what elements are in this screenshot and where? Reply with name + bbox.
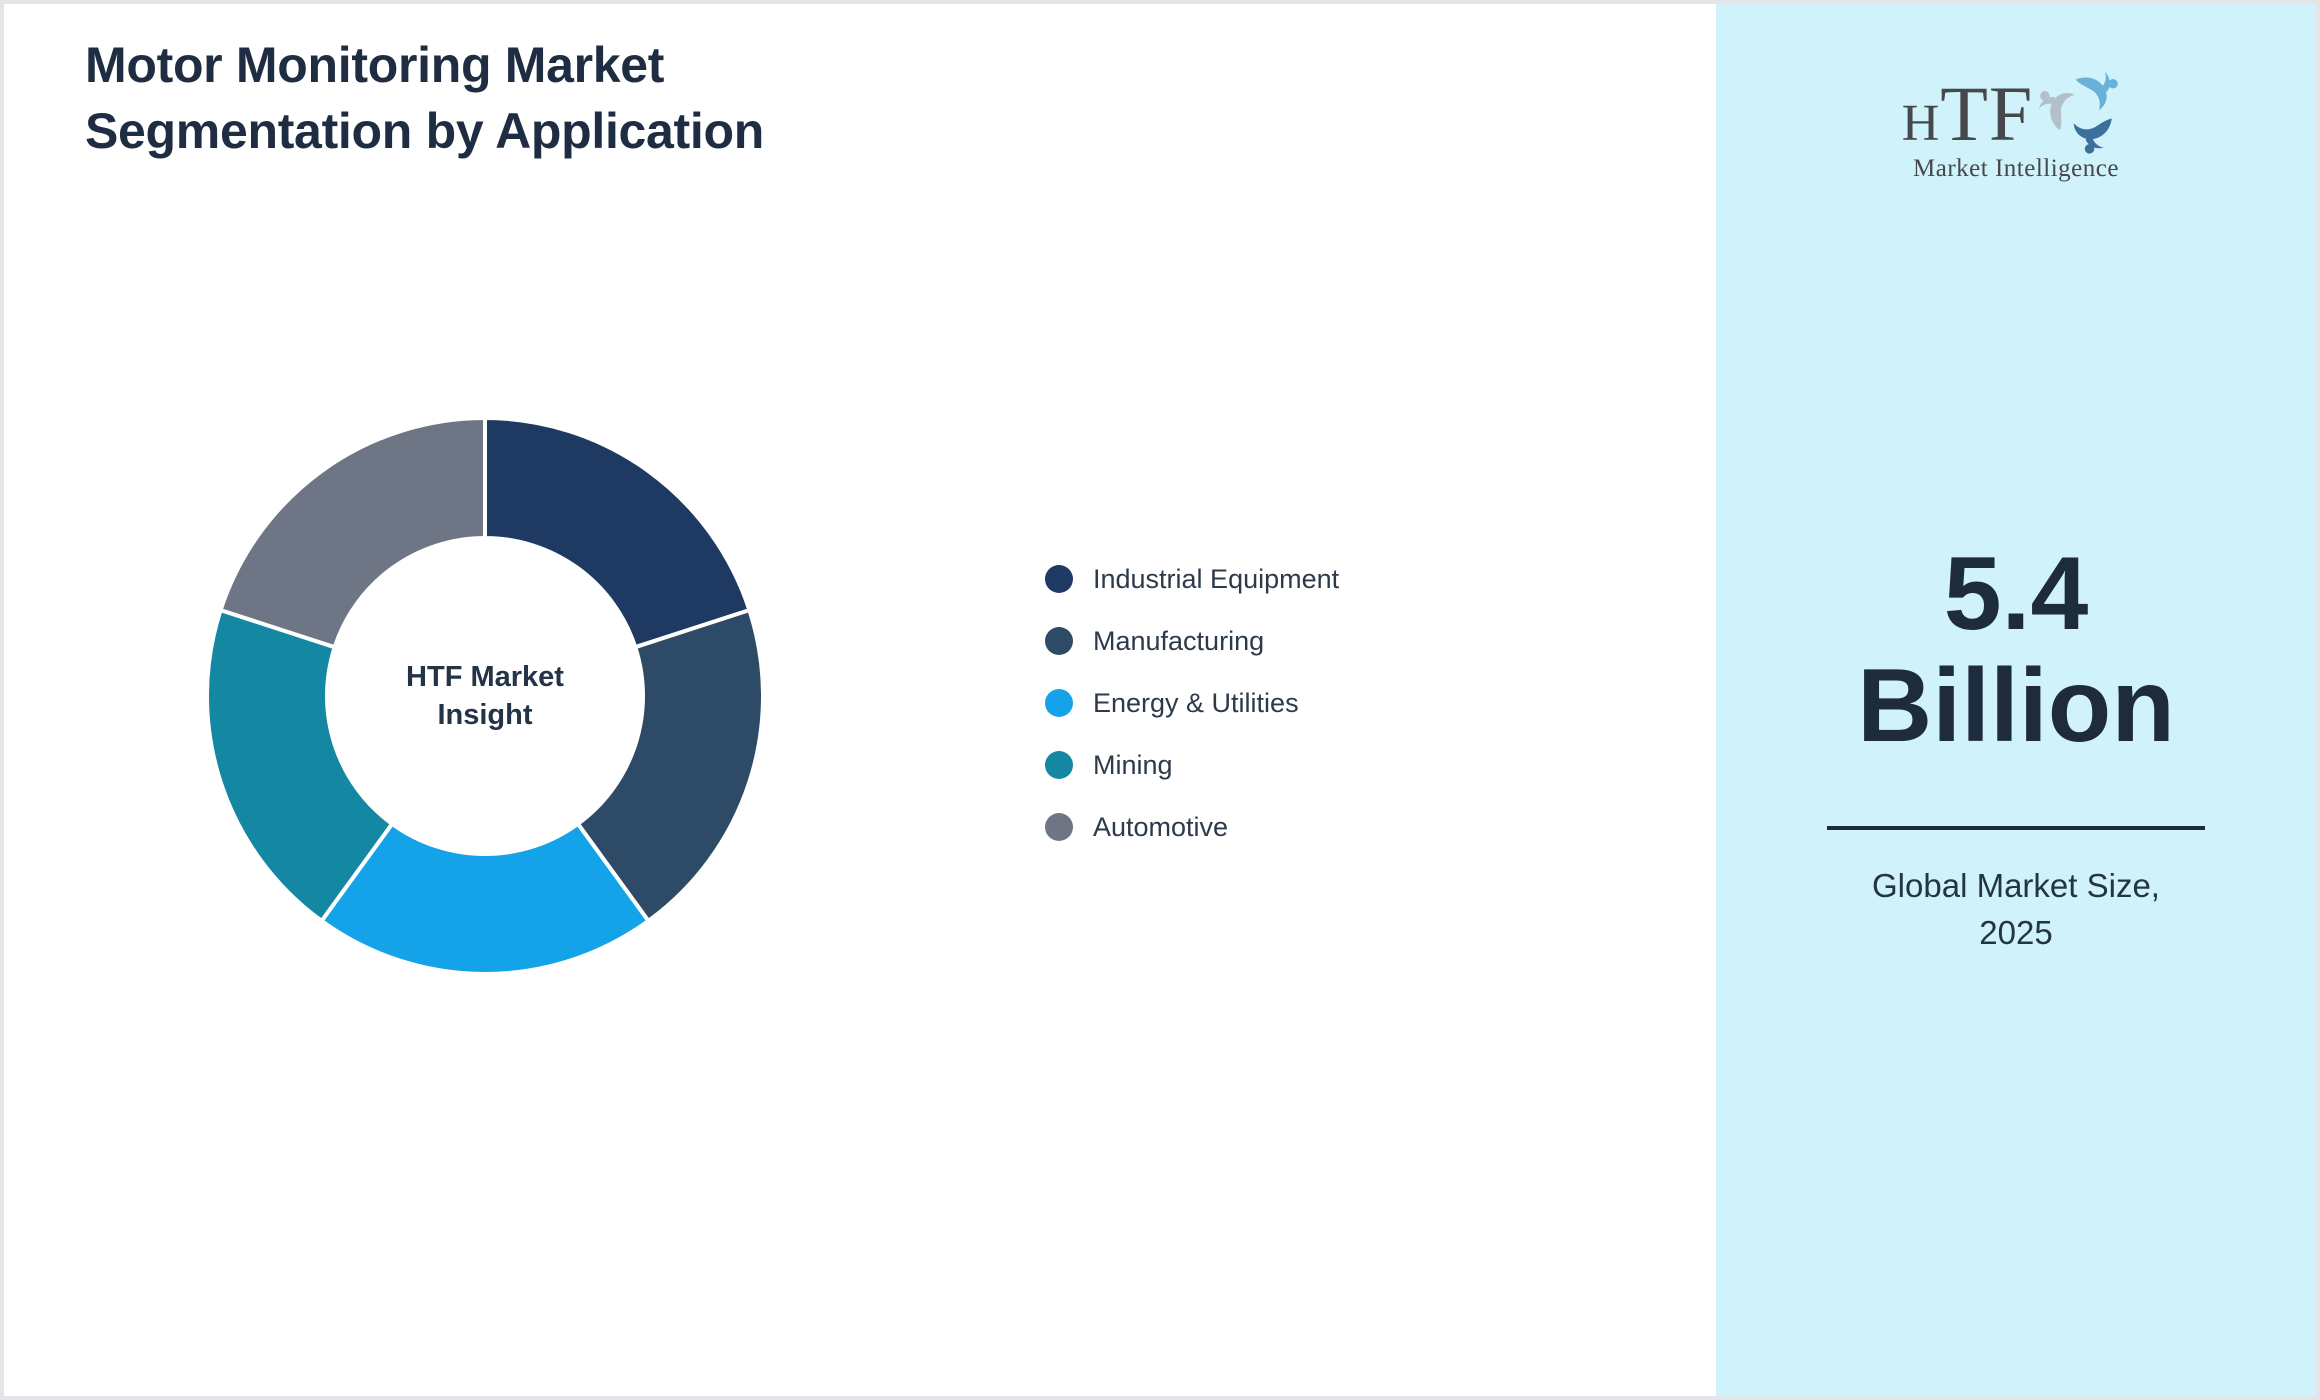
htf-logo-subtext: Market Intelligence [1913,155,2119,182]
market-size-unit: Billion [1857,648,2175,764]
sidebar-divider [1827,826,2205,830]
donut-center-label: HTF Market Insight [195,406,775,986]
market-size-caption-line2: 2025 [1979,914,2053,951]
infographic-page: Motor Monitoring Market Segmentation by … [4,4,2316,1396]
legend-label: Mining [1093,749,1173,780]
htf-logo-letters-tf: TF [1940,70,2034,157]
legend-dot-icon [1045,627,1073,655]
legend-label: Manufacturing [1093,625,1265,656]
legend-label: Energy & Utilities [1093,687,1299,718]
htf-logo-letter-h: H [1901,95,1941,152]
legend-label: Automotive [1093,811,1229,842]
htf-logo-row: HTF [1902,62,2131,154]
legend-dot-icon [1045,751,1073,779]
market-size-caption-line1: Global Market Size, [1872,867,2160,904]
legend-item-automotive: Automotive [1045,811,1339,842]
legend-dot-icon [1045,689,1073,717]
donut-segment-1 [575,607,765,924]
legend-item-manufacturing: Manufacturing [1045,625,1339,656]
legend-item-industrial-equipment: Industrial Equipment [1045,563,1340,594]
htf-logo: HTF [1716,62,2316,183]
donut-segment-0 [483,415,752,650]
legend-item-energy-utilities: Energy & Utilities [1045,687,1339,718]
dolphin-swirl-icon [2039,72,2119,154]
donut-center-label-line2: Insight [437,699,533,731]
sidebar: HTF [1716,4,2316,1396]
market-size-caption: Global Market Size, 2025 [1716,862,2316,956]
htf-logo-text: HTF [1902,75,2034,153]
page-title: Motor Monitoring Market Segmentation by … [85,32,764,164]
donut-center-label-line1: HTF Market [406,661,564,693]
legend-dot-icon [1045,813,1073,841]
donut-segment-3 [205,607,395,924]
page-title-line1: Motor Monitoring Market [85,37,665,93]
market-size-number: 5.4 [1943,536,2089,652]
market-size-value: 5.4 Billion [1716,538,2316,762]
page-title-line2: Segmentation by Application [85,103,764,159]
chart-legend: Industrial Equipment Manufacturing Energ… [1045,563,1340,875]
legend-dot-icon [1045,565,1073,593]
donut-segment-2 [318,821,652,976]
legend-label: Industrial Equipment [1093,563,1340,594]
donut-segment-4 [218,415,487,650]
donut-chart-area: HTF Market Insight [195,406,775,986]
donut-chart [205,415,765,976]
legend-item-mining: Mining [1045,749,1339,780]
